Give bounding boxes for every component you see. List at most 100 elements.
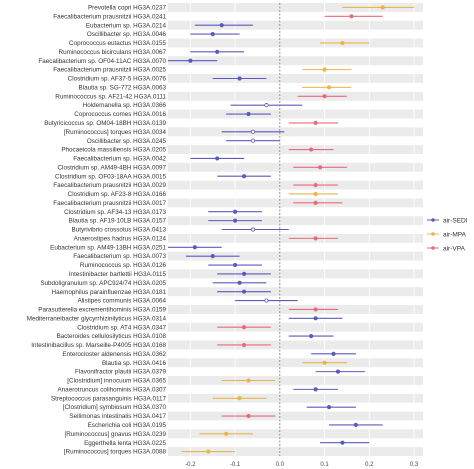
row-label: Prevotella copri HG3A.0237 bbox=[88, 5, 167, 12]
point-estimate bbox=[326, 405, 332, 410]
row-label: Intestinibacillus sp. Marseille-P4005 HG… bbox=[31, 342, 166, 349]
estimate-mark bbox=[217, 289, 271, 294]
estimate-mark bbox=[221, 378, 276, 383]
row-label: Blautia sp. AF19-10LB HG3A.0157 bbox=[69, 218, 167, 225]
row-label: [Ruminococcus] torques HG3A.0034 bbox=[64, 129, 167, 136]
row-band bbox=[168, 38, 423, 48]
row-label: Coprococcus comes HG3A.0016 bbox=[74, 111, 166, 118]
estimate-mark bbox=[217, 174, 271, 179]
point-estimate bbox=[335, 369, 341, 374]
estimate-mark bbox=[288, 120, 338, 126]
estimate-mark bbox=[212, 280, 267, 285]
x-tick-label: -0.2 bbox=[185, 462, 196, 468]
estimate-mark bbox=[190, 156, 245, 161]
row-band bbox=[168, 74, 423, 83]
row-band bbox=[168, 287, 423, 297]
estimate-mark bbox=[194, 23, 253, 28]
point-estimate bbox=[250, 129, 256, 134]
point-estimate bbox=[233, 209, 238, 214]
row-band bbox=[168, 322, 423, 332]
legend-item: air-VPA bbox=[427, 245, 466, 252]
point-estimate bbox=[340, 440, 345, 445]
row-band bbox=[168, 251, 423, 261]
row-band bbox=[168, 20, 423, 30]
y-axis-labels: Prevotella copri HG3A.0237Faecalibacteri… bbox=[27, 5, 167, 456]
point-estimate bbox=[264, 298, 269, 303]
row-label: Flavonifractor plautii HG3A.0379 bbox=[75, 369, 166, 376]
point-estimate bbox=[241, 271, 247, 277]
row-band bbox=[168, 56, 423, 66]
row-label: Haemophilus parainfluenzae HG3A.0181 bbox=[52, 289, 167, 296]
x-tick-label: 0.2 bbox=[365, 462, 374, 468]
estimate-mark bbox=[208, 218, 262, 223]
row-band bbox=[168, 127, 423, 137]
x-tick-label: 0.3 bbox=[410, 462, 419, 468]
row-label: Clostridium sp. AF23-8 HG3A.0166 bbox=[68, 191, 167, 198]
legend-item: air-MPA bbox=[427, 231, 467, 238]
point-estimate bbox=[246, 413, 251, 419]
estimate-mark bbox=[168, 245, 222, 250]
row-label: Bacteroides cellulosilyticus HG3A.0108 bbox=[56, 333, 166, 340]
point-estimate bbox=[309, 147, 314, 152]
estimate-mark bbox=[288, 147, 334, 152]
row-label: Faecalibacterium sp. HG3A.0073 bbox=[73, 253, 166, 260]
x-tick-label: -0.1 bbox=[230, 462, 241, 468]
row-label: Faecalibacterium sp. HG3A.0042 bbox=[73, 156, 166, 163]
estimate-mark bbox=[221, 413, 276, 419]
estimate-mark bbox=[306, 405, 356, 410]
estimate-mark bbox=[168, 58, 218, 63]
legend: air-SEDI air-MPA air-VPA bbox=[427, 217, 468, 252]
row-label: Blautia sp. SG-772 HG3A.0063 bbox=[78, 84, 166, 91]
point-estimate bbox=[210, 31, 215, 37]
estimate-mark bbox=[230, 103, 303, 108]
row-label: Subdoligranulum sp. APC924/74 HG3A.0205 bbox=[40, 280, 166, 287]
estimate-mark bbox=[293, 387, 338, 392]
estimate-mark bbox=[297, 94, 347, 99]
row-label: Faecalibacterium prausnitzii HG3A.0241 bbox=[53, 13, 166, 20]
estimate-mark bbox=[288, 316, 343, 321]
row-label: Streptococcus parasanguinis HG3A.0117 bbox=[51, 395, 167, 402]
row-label: Eubacterium sp. HG3A.0214 bbox=[86, 22, 167, 29]
point-estimate bbox=[241, 342, 247, 348]
point-estimate bbox=[237, 396, 242, 401]
point-estimate bbox=[233, 262, 238, 268]
point-estimate bbox=[326, 85, 332, 90]
point-estimate bbox=[250, 138, 256, 143]
point-estimate bbox=[210, 254, 215, 259]
point-estimate bbox=[313, 182, 318, 188]
row-band bbox=[168, 340, 423, 350]
estimate-mark bbox=[288, 307, 338, 312]
x-tick-label: 0.0 bbox=[276, 462, 285, 468]
estimate-mark bbox=[217, 271, 271, 277]
row-label: Enterocloster aldenensis HG3A.0362 bbox=[62, 351, 166, 358]
legend-label: air-SEDI bbox=[443, 217, 468, 224]
estimate-mark bbox=[235, 298, 298, 303]
estimate-mark bbox=[190, 31, 240, 37]
estimate-mark bbox=[199, 431, 253, 436]
row-label: Eubacterium sp. AM49-13BH HG3A.0251 bbox=[50, 244, 166, 251]
row-label: Alistipes communis HG3A.0064 bbox=[77, 298, 166, 305]
row-band bbox=[168, 269, 423, 279]
estimate-mark bbox=[208, 209, 262, 214]
row-band bbox=[168, 3, 423, 12]
estimate-mark bbox=[217, 325, 271, 330]
estimate-mark bbox=[288, 191, 338, 197]
row-label: Clostridium sp. AM49-4BH HG3A.0097 bbox=[58, 164, 167, 171]
row-band bbox=[168, 411, 423, 421]
point-estimate bbox=[309, 333, 314, 339]
estimate-mark bbox=[342, 5, 415, 10]
point-estimate bbox=[340, 40, 345, 46]
row-label: Intestinibacter bartlettii HG3A.0115 bbox=[69, 271, 167, 278]
point-estimate bbox=[313, 200, 318, 205]
estimate-mark bbox=[293, 165, 347, 170]
estimate-mark bbox=[226, 111, 271, 117]
estimate-mark bbox=[221, 227, 289, 232]
row-band bbox=[168, 216, 423, 226]
row-label: Ruminococcus sp. AF21-42 HG3A.0111 bbox=[55, 93, 166, 100]
row-label: Ruminococcus bicirculans HG3A.0067 bbox=[59, 49, 167, 56]
estimate-mark bbox=[288, 333, 334, 339]
row-label: Anaerostipes hadrus HG3A.0124 bbox=[74, 235, 167, 242]
row-label: Escherichia coli HG3A.0195 bbox=[88, 422, 167, 429]
point-estimate bbox=[380, 5, 385, 10]
estimate-mark bbox=[221, 129, 285, 134]
